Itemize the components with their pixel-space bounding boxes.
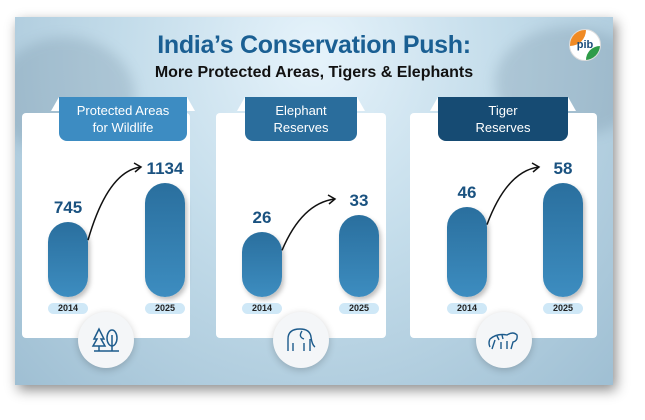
year-label: 2014: [48, 303, 88, 314]
year-label: 2025: [145, 303, 185, 314]
pib-logo: pib: [569, 29, 601, 61]
ribbon-line: Elephant: [275, 103, 327, 118]
infographic: India’s Conservation Push: More Protecte…: [15, 17, 613, 385]
card-2: Elephant Reserves 26 2014 33 2025: [216, 97, 386, 368]
ribbon-line: Reserves: [273, 120, 329, 135]
card-title-ribbon: Protected Areas for Wildlife: [51, 97, 195, 141]
year-label: 2025: [543, 303, 583, 314]
trees-icon: [78, 312, 134, 368]
tiger-icon: [475, 312, 532, 368]
year-label: 2025: [339, 303, 379, 314]
value-label: 46: [457, 182, 477, 202]
ribbon-line: for Wildlife: [92, 120, 154, 135]
value-label: 745: [53, 198, 83, 218]
ribbon-line: Tiger: [488, 103, 518, 118]
year-label: 2014: [447, 303, 487, 314]
bar-2025: [543, 183, 583, 297]
bar-2025: [145, 183, 185, 297]
card-3: Tiger Reserves 46 2014 58 2025: [410, 97, 597, 368]
card-1: Protected Areas for Wildlife 745 2014 1134 20…: [22, 97, 195, 368]
growth-arrow: [281, 194, 337, 251]
growth-arrow: [486, 162, 541, 225]
value-label: 33: [349, 191, 369, 210]
ribbon-line: Protected Areas: [76, 103, 170, 118]
year-label: 2014: [242, 303, 282, 314]
bar-2014: [447, 206, 487, 297]
subtitle: More Protected Areas, Tigers & Elephants: [154, 64, 474, 81]
value-label: 26: [252, 208, 272, 228]
bar-2025: [339, 215, 379, 297]
title: India’s Conservation Push:: [157, 31, 471, 59]
card-title-ribbon: Elephant Reserves: [237, 97, 365, 141]
growth-arrow: [87, 162, 143, 241]
bar-2014: [48, 222, 88, 297]
card-title-ribbon: Tiger Reserves: [430, 97, 576, 141]
value-label: 58: [553, 159, 573, 178]
ribbon-line: Reserves: [475, 120, 531, 135]
bar-2014: [242, 232, 282, 297]
elephant-icon: [273, 312, 329, 368]
value-label: 1134: [146, 159, 184, 178]
